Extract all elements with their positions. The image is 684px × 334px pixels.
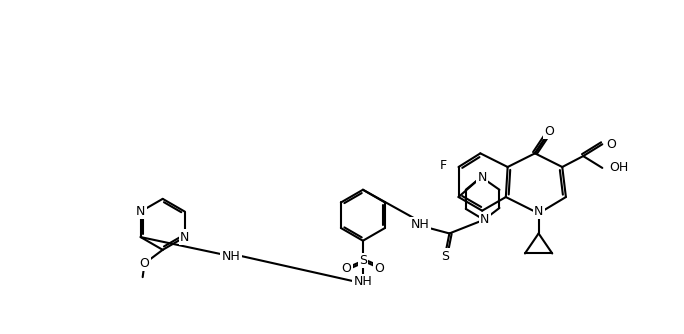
Text: O: O [374,262,384,275]
Text: N: N [480,213,490,226]
Text: O: O [544,125,555,138]
Text: NH: NH [222,250,240,263]
Text: S: S [359,254,367,267]
Text: N: N [136,205,145,218]
Text: S: S [441,250,449,263]
Text: O: O [341,262,352,275]
Text: NH: NH [411,218,430,231]
Text: NH: NH [354,275,372,288]
Text: N: N [477,171,487,183]
Text: N: N [180,230,189,243]
Text: O: O [606,138,616,151]
Text: O: O [140,257,149,270]
Text: OH: OH [609,161,629,174]
Text: N: N [534,205,543,218]
Text: F: F [439,159,447,172]
